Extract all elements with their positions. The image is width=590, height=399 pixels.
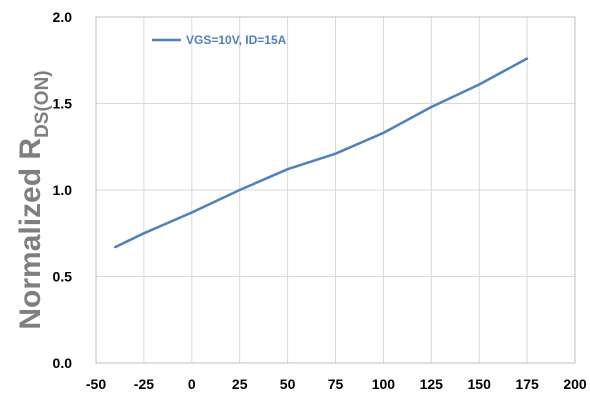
- y-tick-label: 0.0: [53, 355, 73, 371]
- data-point: [190, 211, 193, 214]
- x-tick-label: 200: [563, 376, 587, 392]
- x-tick-label: -25: [134, 376, 154, 392]
- plot-frame: [95, 16, 576, 364]
- x-tick-label: 125: [420, 376, 444, 392]
- series-line: [114, 57, 528, 249]
- x-tick-label: 150: [468, 376, 492, 392]
- x-axis-ticks: -50 -25 0 25 50 75 100 125 150 175 200: [86, 376, 587, 392]
- data-point: [334, 152, 337, 155]
- data-point: [238, 188, 241, 192]
- y-tick-label: 1.5: [53, 96, 73, 112]
- grid: [96, 17, 575, 363]
- y-tick-label: 1.0: [53, 182, 73, 198]
- legend: VGS=10V, ID=15A: [152, 33, 287, 47]
- y-axis-label-main: Normalized R: [14, 138, 47, 330]
- y-axis-ticks: 0.0 0.5 1.0 1.5 2.0: [53, 9, 73, 371]
- x-tick-label: -50: [86, 376, 106, 392]
- data-point: [286, 168, 289, 171]
- y-tick-label: 0.5: [53, 269, 73, 285]
- x-tick-label: 25: [232, 376, 248, 392]
- x-tick-label: 0: [188, 376, 196, 392]
- legend-label: VGS=10V, ID=15A: [186, 33, 287, 47]
- y-axis-label-subscript: DS(ON): [32, 70, 53, 138]
- data-point: [430, 105, 433, 109]
- x-tick-label: 100: [372, 376, 396, 392]
- y-tick-label: 2.0: [53, 9, 73, 25]
- y-axis-label: Normalized RDS(ON): [14, 70, 53, 329]
- data-point: [142, 232, 146, 235]
- x-tick-label: 50: [280, 376, 296, 392]
- data-point: [382, 131, 385, 135]
- data-point: [478, 83, 481, 86]
- x-tick-label: 75: [328, 376, 344, 392]
- data-point: [113, 245, 117, 249]
- data-point: [525, 57, 529, 60]
- series-layer: [113, 57, 529, 249]
- x-tick-label: 175: [515, 376, 539, 392]
